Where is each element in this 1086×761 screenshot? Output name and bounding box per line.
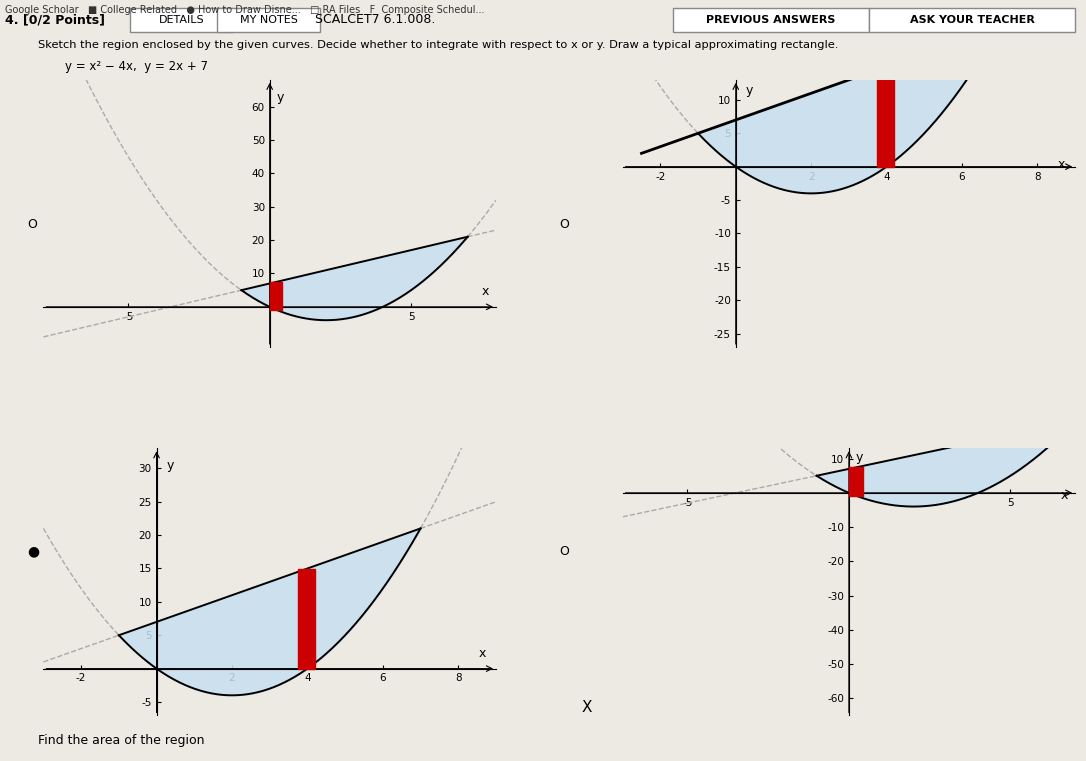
FancyBboxPatch shape	[673, 8, 869, 32]
Text: PREVIOUS ANSWERS: PREVIOUS ANSWERS	[706, 14, 836, 25]
Text: O: O	[559, 218, 569, 231]
Text: SCALCET7 6.1.008.: SCALCET7 6.1.008.	[315, 13, 435, 27]
Text: O: O	[559, 545, 569, 559]
Text: y: y	[746, 84, 754, 97]
FancyBboxPatch shape	[217, 8, 320, 32]
Bar	[877, 67, 894, 167]
Text: Google Scholar   ■ College Related   ● How to Draw Disne...   □ RA Files   F  Co: Google Scholar ■ College Related ● How t…	[5, 5, 485, 15]
FancyBboxPatch shape	[869, 8, 1075, 32]
Text: x: x	[1061, 489, 1069, 501]
Text: x: x	[479, 647, 485, 660]
Text: ●: ●	[27, 545, 39, 559]
Text: O: O	[27, 218, 37, 231]
Text: X: X	[581, 700, 592, 715]
Text: 4. [0/2 Points]: 4. [0/2 Points]	[5, 13, 105, 27]
Text: DETAILS: DETAILS	[159, 14, 205, 25]
Text: y: y	[856, 451, 863, 463]
Text: y: y	[277, 91, 283, 104]
Text: MY NOTES: MY NOTES	[240, 14, 298, 25]
Text: x: x	[482, 285, 489, 298]
Text: x: x	[1058, 158, 1065, 171]
Text: y = x² − 4x,  y = 2x + 7: y = x² − 4x, y = 2x + 7	[65, 60, 209, 73]
Text: Find the area of the region: Find the area of the region	[38, 734, 204, 747]
Text: ASK YOUR TEACHER: ASK YOUR TEACHER	[910, 14, 1034, 25]
Text: Sketch the region enclosed by the given curves. Decide whether to integrate with: Sketch the region enclosed by the given …	[38, 40, 838, 49]
Bar	[298, 568, 315, 669]
FancyBboxPatch shape	[130, 8, 233, 32]
Bar	[269, 282, 282, 310]
Text: y: y	[167, 460, 174, 473]
Bar	[849, 467, 863, 495]
